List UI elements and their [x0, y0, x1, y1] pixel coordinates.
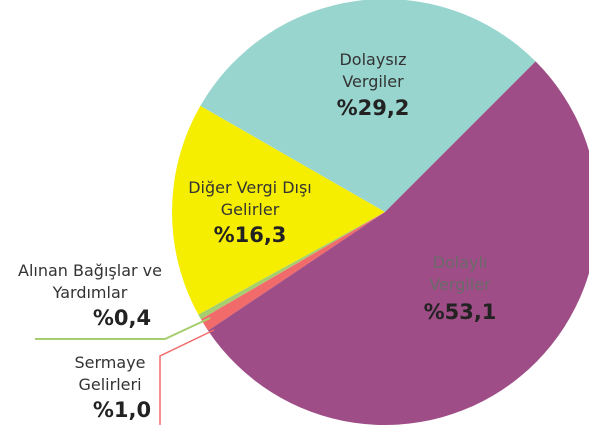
slice-label: Diğer Vergi Dışı Gelirler	[188, 178, 312, 219]
value-label: %1,0	[92, 398, 152, 422]
pie-slice	[172, 105, 385, 315]
pie-slice	[198, 212, 385, 320]
value-label: %0,4	[92, 306, 152, 330]
slice-label: Dolaysız Vergiler	[339, 50, 407, 91]
value-label: %29,2	[336, 96, 410, 120]
leader-line	[159, 329, 215, 425]
pie-slice	[200, 0, 536, 212]
slice-label: Alınan Bağışlar ve Yardımlar	[18, 261, 162, 302]
value-label: %53,1	[423, 300, 497, 324]
value-label: %16,3	[213, 223, 287, 247]
leader-line	[35, 317, 211, 340]
slice-label: Dolaylı Vergiler	[429, 253, 491, 294]
pie-slice	[208, 61, 589, 425]
slice-label: Sermaye Gelirleri	[74, 353, 146, 394]
pie-slice	[200, 212, 385, 331]
